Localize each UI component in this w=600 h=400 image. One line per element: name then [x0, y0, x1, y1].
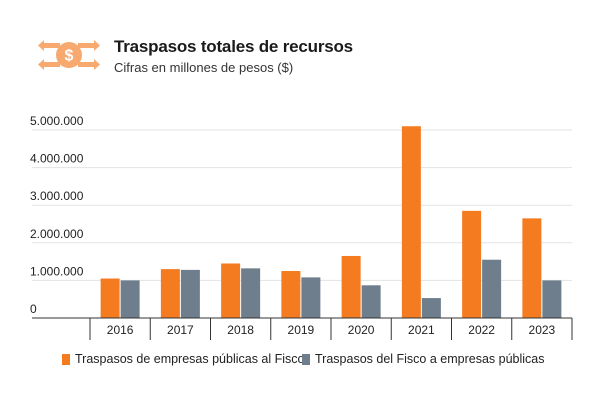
bar-del-fisco-2022	[482, 259, 502, 318]
x-tick-label: 2020	[348, 323, 375, 337]
bar-al-fisco-2016	[100, 278, 120, 318]
bar-al-fisco-2020	[341, 255, 361, 318]
x-tick-label: 2016	[107, 323, 134, 337]
bar-del-fisco-2023	[542, 280, 562, 318]
bar-al-fisco-2017	[160, 269, 180, 318]
bar-del-fisco-2019	[301, 277, 321, 318]
chart-subtitle: Cifras en millones de pesos ($)	[114, 60, 294, 75]
x-tick-label: 2021	[408, 323, 435, 337]
y-tick-label: 2.000.000	[30, 227, 84, 241]
chart-title: Traspasos totales de recursos	[114, 37, 353, 56]
bar-del-fisco-2017	[180, 269, 200, 318]
svg-text:$: $	[65, 48, 74, 65]
y-tick-label: 3.000.000	[30, 189, 84, 203]
bar-al-fisco-2021	[401, 126, 421, 319]
x-tick-label: 2017	[167, 323, 194, 337]
chart-legend: Traspasos de empresas públicas al Fisco …	[62, 352, 582, 370]
legend-item-fisco-a-publicas: Traspasos del Fisco a empresas públicas	[302, 352, 545, 366]
y-tick-label: 1.000.000	[30, 264, 84, 278]
bar-al-fisco-2018	[221, 263, 241, 318]
x-tick-label: 2019	[288, 323, 315, 337]
bar-al-fisco-2022	[462, 210, 482, 318]
legend-swatch-slate	[302, 353, 310, 365]
bar-del-fisco-2021	[421, 298, 441, 318]
x-tick-label: 2023	[529, 323, 556, 337]
bar-del-fisco-2018	[241, 268, 261, 318]
x-tick-label: 2018	[227, 323, 254, 337]
bar-del-fisco-2016	[120, 280, 140, 318]
legend-item-publicas-al-fisco: Traspasos de empresas públicas al Fisco	[62, 352, 305, 366]
y-tick-label: 4.000.000	[30, 152, 84, 166]
legend-label: Traspasos del Fisco a empresas públicas	[315, 352, 545, 366]
legend-swatch-orange	[62, 353, 70, 365]
legend-label: Traspasos de empresas públicas al Fisco	[75, 352, 305, 366]
bar-del-fisco-2020	[361, 285, 381, 318]
y-tick-label: 0	[30, 302, 37, 316]
x-tick-label: 2022	[468, 323, 495, 337]
bar-al-fisco-2019	[281, 271, 301, 318]
bar-al-fisco-2023	[522, 218, 542, 318]
dollar-exchange-icon: $	[38, 40, 100, 70]
chart-header: $ Traspasos totales de recursos Cifras e…	[38, 34, 558, 84]
y-tick-label: 5.000.000	[30, 114, 84, 128]
